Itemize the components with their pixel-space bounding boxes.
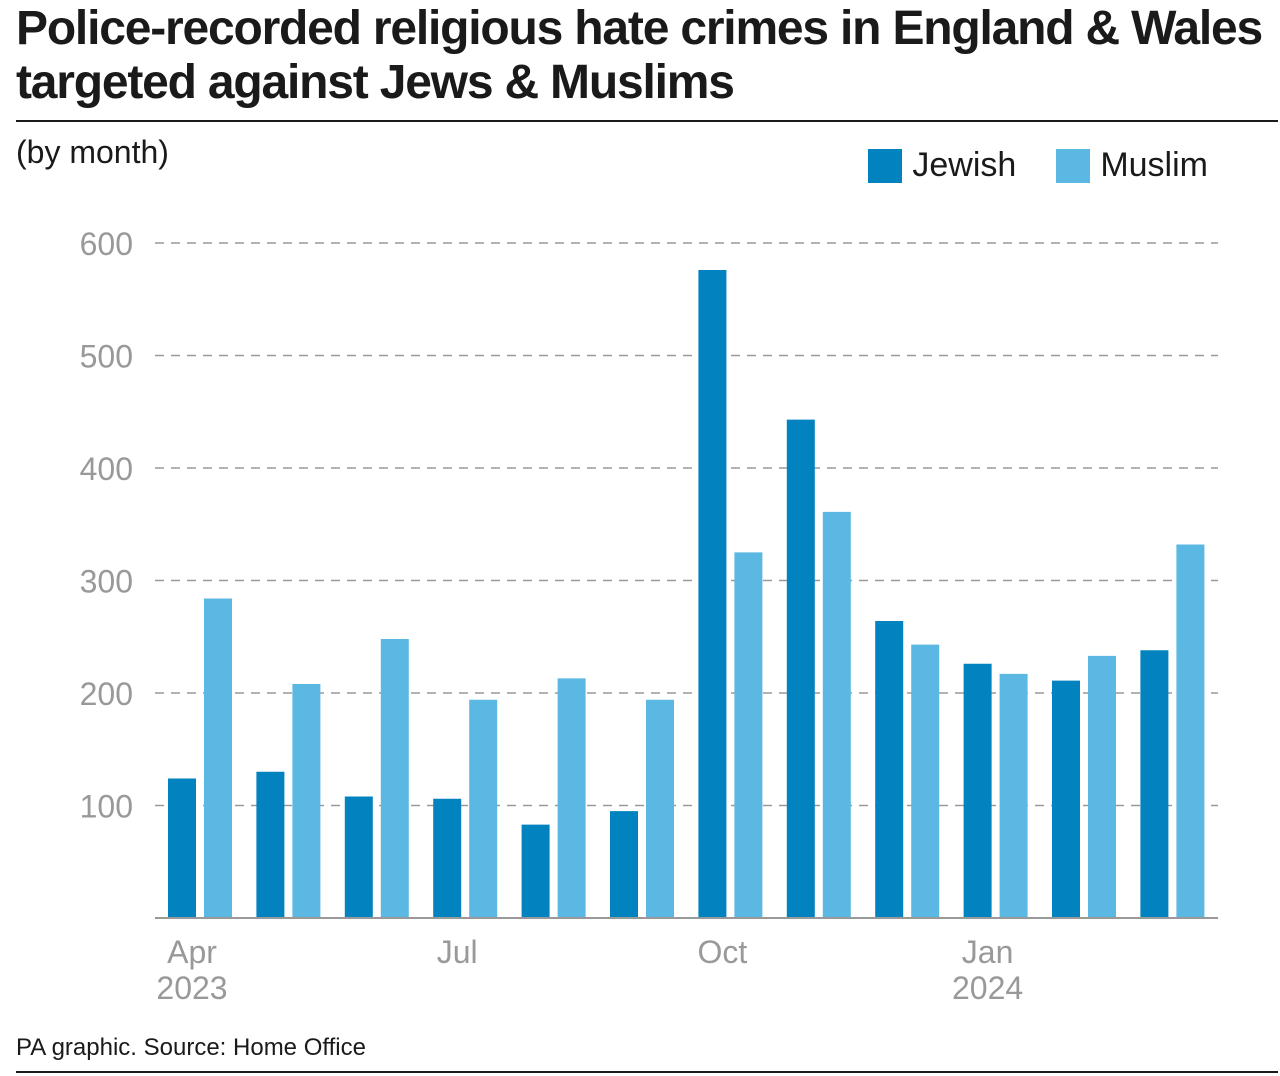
bar-jewish-9 [963, 663, 992, 918]
y-tick-label-100: 100 [80, 789, 133, 825]
bar-muslim-4 [557, 678, 586, 918]
y-axis-ticks: 100 200 300 400 500 600 [80, 226, 133, 825]
legend-label-muslim: Muslim [1100, 146, 1208, 184]
bar-muslim-9 [999, 673, 1028, 918]
bar-muslim-0 [204, 598, 232, 918]
legend-label-jewish: Jewish [912, 146, 1017, 184]
bar-jewish-11 [1140, 650, 1169, 918]
legend-swatch-muslim [1056, 148, 1091, 183]
bar-muslim-1 [292, 684, 321, 918]
legend-item-muslim: Muslim [1056, 146, 1208, 185]
legend-swatch-jewish [868, 148, 903, 183]
y-tick-label-200: 200 [80, 676, 133, 712]
bar-jewish-10 [1052, 680, 1080, 918]
bar-muslim-7 [822, 511, 851, 918]
bar-muslim-10 [1088, 655, 1116, 918]
x-tick-year-2024: 2024 [952, 970, 1023, 1006]
bar-jewish-7 [786, 419, 815, 918]
legend: Jewish Muslim [828, 146, 1208, 185]
footer-divider [16, 1071, 1278, 1073]
x-tick-label-apr: Apr [167, 934, 217, 970]
bar-muslim-11 [1176, 544, 1205, 918]
bars [168, 270, 1205, 918]
bar-muslim-2 [380, 639, 409, 918]
bar-muslim-6 [734, 552, 763, 918]
y-tick-label-600: 600 [80, 226, 133, 262]
gridlines [155, 242, 1218, 807]
bar-jewish-5 [610, 811, 638, 918]
bar-jewish-8 [875, 621, 904, 918]
y-tick-label-400: 400 [80, 451, 133, 487]
bar-jewish-0 [168, 778, 196, 918]
bar-jewish-6 [698, 270, 727, 918]
bar-jewish-4 [521, 824, 550, 918]
chart-title: Police-recorded religious hate crimes in… [16, 2, 1263, 109]
title-divider [16, 120, 1278, 122]
source-note: PA graphic. Source: Home Office [16, 1034, 366, 1061]
x-tick-label-oct: Oct [698, 934, 748, 970]
x-tick-year-2023: 2023 [156, 970, 227, 1006]
bar-jewish-1 [256, 771, 285, 918]
bar-muslim-8 [911, 644, 940, 918]
bar-jewish-3 [433, 798, 462, 918]
bar-muslim-5 [646, 699, 674, 918]
legend-item-jewish: Jewish [868, 146, 1016, 185]
x-tick-label-jul: Jul [437, 934, 478, 970]
bar-jewish-2 [344, 796, 373, 918]
chart-subtitle: (by month) [16, 134, 169, 170]
x-tick-label-jan: Jan [962, 934, 1014, 970]
y-tick-label-500: 500 [80, 339, 133, 375]
y-tick-label-300: 300 [80, 564, 133, 600]
bar-muslim-3 [469, 699, 498, 918]
